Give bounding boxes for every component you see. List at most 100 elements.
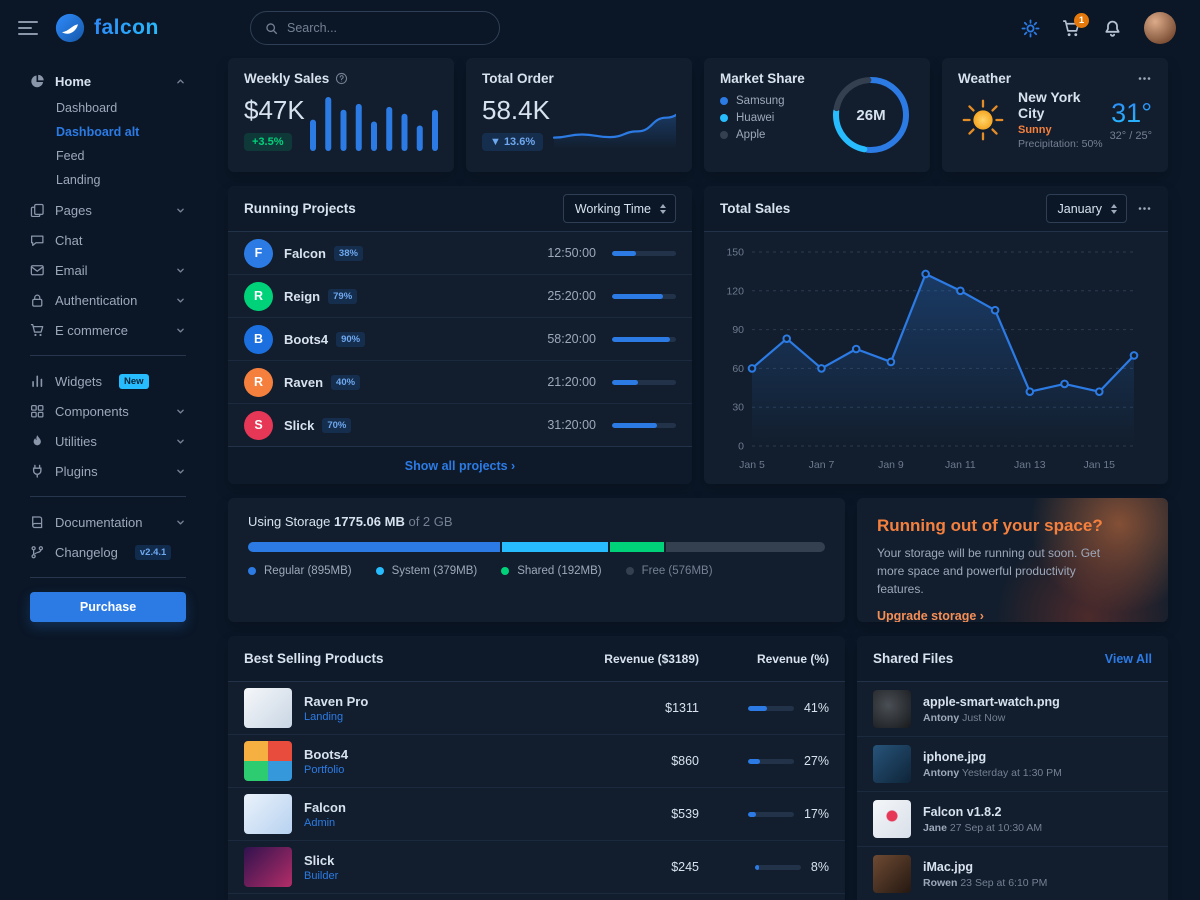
product-name-link[interactable]: Falcon <box>304 799 346 815</box>
list-item: apple-smart-watch.png Antony Just Now <box>857 682 1168 736</box>
best-selling-products-card: Best Selling Products Revenue ($3189) Re… <box>228 636 845 900</box>
cart-button[interactable]: 1 <box>1062 12 1089 38</box>
product-pct: 41% <box>803 701 829 715</box>
show-all-projects-link[interactable]: Show all projects › <box>404 458 516 473</box>
sidebar-item-dashboard[interactable]: Dashboard <box>56 101 118 115</box>
purchase-button[interactable]: Purchase <box>30 592 186 622</box>
sidebar-item-changelog[interactable]: Changelog v2.4.1 <box>30 537 186 567</box>
running-projects-card: Running Projects Working Time F Falcon 3… <box>228 186 692 484</box>
svg-text:90: 90 <box>732 324 744 336</box>
product-name-link[interactable]: Slick <box>304 852 335 868</box>
sidebar-item-pages[interactable]: Pages <box>30 195 186 225</box>
sidebar-item-plugins[interactable]: Plugins <box>30 456 186 486</box>
project-name-link[interactable]: Reign <box>284 288 321 304</box>
project-time: 31:20:00 <box>547 418 596 432</box>
sidebar-item-dashboard-alt[interactable]: Dashboard alt <box>56 125 140 139</box>
product-revenue: $1311 <box>665 701 699 715</box>
chevron-down-icon <box>175 406 186 417</box>
sidebar-item-chat[interactable]: Chat <box>30 225 186 255</box>
product-name-link[interactable]: Boots4 <box>304 746 349 762</box>
sidebar-item-home[interactable]: Home <box>30 66 186 96</box>
project-progress-bar <box>612 422 676 428</box>
file-thumbnail <box>873 855 911 893</box>
working-time-select[interactable]: Working Time <box>562 194 676 223</box>
project-progress-badge: 90% <box>336 331 366 347</box>
falcon-logo[interactable]: falcon <box>54 12 214 44</box>
card-title: Weekly Sales <box>244 71 330 86</box>
settings-button[interactable] <box>1021 19 1040 38</box>
view-all-link[interactable]: View All <box>1104 651 1152 666</box>
svg-text:0: 0 <box>738 441 744 453</box>
table-row: Slick Builder $245 8% <box>228 840 845 893</box>
search-input[interactable] <box>287 21 485 35</box>
project-time: 25:20:00 <box>547 289 596 303</box>
product-category-link[interactable]: Admin <box>304 816 336 829</box>
weekly-sales-value: $47K <box>244 94 305 125</box>
svg-text:30: 30 <box>732 402 744 414</box>
sidebar-item-widgets[interactable]: Widgets New <box>30 366 186 396</box>
project-progress-bar <box>612 379 676 385</box>
weather-condition: Sunny <box>1018 124 1052 136</box>
chat-icon <box>30 233 46 248</box>
chevron-up-icon <box>175 76 186 87</box>
top-navbar: falcon 1 <box>0 0 1200 56</box>
question-circle-icon[interactable] <box>335 72 348 85</box>
fire-icon <box>30 434 46 449</box>
card-menu-button[interactable] <box>1137 201 1152 216</box>
sidebar: Home Dashboard Dashboard alt Feed Landin… <box>0 56 216 900</box>
product-category-link[interactable]: Portfolio <box>304 763 345 776</box>
ellipsis-icon <box>1137 71 1152 86</box>
sidebar-item-landing[interactable]: Landing <box>56 173 101 187</box>
project-progress-badge: 38% <box>333 245 363 261</box>
file-author: Jane <box>923 822 947 834</box>
svg-text:Jan 15: Jan 15 <box>1084 459 1116 471</box>
sidebar-item-email[interactable]: Email <box>30 255 186 285</box>
sidebar-item-utilities[interactable]: Utilities <box>30 426 186 456</box>
sidebar-item-feed[interactable]: Feed <box>56 149 85 163</box>
space-card-title: Running out of your space? <box>877 516 1103 535</box>
weather-temperature: 31° <box>1111 97 1152 128</box>
project-name-link[interactable]: Raven <box>284 374 324 390</box>
notifications-button[interactable] <box>1103 19 1122 38</box>
card-title: Market Share <box>720 71 805 86</box>
menu-toggle-button[interactable] <box>18 21 38 35</box>
product-thumbnail <box>244 794 292 834</box>
project-name-link[interactable]: Slick <box>284 417 315 433</box>
sidebar-divider <box>30 577 186 578</box>
project-row: R Raven 40% 21:20:00 <box>228 360 692 403</box>
file-time: 27 Sep at 10:30 AM <box>949 822 1043 834</box>
card-menu-button[interactable] <box>1137 71 1152 86</box>
sidebar-divider <box>30 355 186 356</box>
search-box <box>250 11 500 45</box>
file-name-link[interactable]: iMac.jpg <box>923 860 974 874</box>
file-name-link[interactable]: iphone.jpg <box>923 750 987 764</box>
project-avatar: F <box>244 238 273 268</box>
upgrade-storage-link[interactable]: Upgrade storage › <box>877 609 984 622</box>
falcon-logo-icon <box>54 12 86 44</box>
profile-button[interactable] <box>1144 12 1176 44</box>
home-submenu: Dashboard Dashboard alt Feed Landing <box>30 96 186 192</box>
project-name-link[interactable]: Falcon <box>284 245 326 261</box>
chevron-down-icon <box>175 325 186 336</box>
sidebar-item-documentation[interactable]: Documentation <box>30 507 186 537</box>
gear-icon <box>1021 19 1040 38</box>
month-select[interactable]: January <box>1045 194 1127 223</box>
revenue-column-header: Revenue ($3189) <box>604 651 699 666</box>
file-name-link[interactable]: Falcon v1.8.2 <box>923 805 1002 819</box>
table-row: Raven Pro Landing $1311 41% <box>228 682 845 734</box>
product-progress-bar <box>754 864 801 870</box>
card-title: Running Projects <box>244 201 356 216</box>
product-name-link[interactable]: Raven Pro <box>304 693 369 709</box>
file-name-link[interactable]: apple-smart-watch.png <box>923 695 1060 709</box>
market-share-donut-chart: 26M <box>828 72 914 158</box>
sidebar-item-components[interactable]: Components <box>30 396 186 426</box>
sidebar-divider <box>30 496 186 497</box>
product-revenue: $539 <box>671 807 699 821</box>
total-sales-card: Total Sales January 0 30 60 90 120 150 Jan 5 Ja… <box>704 186 1168 484</box>
sidebar-item-ecommerce[interactable]: E commerce <box>30 315 186 345</box>
weather-precipitation: Precipitation: 50% <box>1018 138 1103 150</box>
project-name-link[interactable]: Boots4 <box>284 331 329 347</box>
sidebar-item-authentication[interactable]: Authentication <box>30 285 186 315</box>
product-category-link[interactable]: Landing <box>304 710 344 723</box>
product-category-link[interactable]: Builder <box>304 869 339 882</box>
